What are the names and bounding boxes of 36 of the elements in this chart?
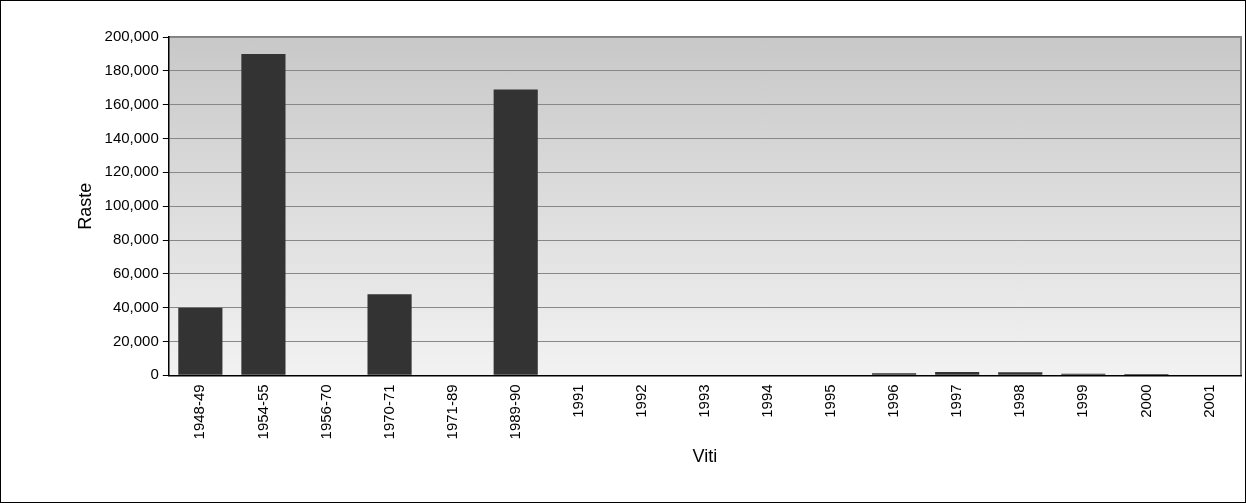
x-tick-label: 1997 [947, 384, 965, 418]
bar [493, 89, 538, 375]
y-tick-label: 20,000 [112, 331, 159, 349]
bar [998, 372, 1043, 375]
x-tick-label: 1998 [1010, 384, 1028, 418]
y-tick-label: 60,000 [112, 263, 159, 281]
x-tick-label: 1999 [1073, 384, 1091, 418]
y-tick-label: 0 [150, 365, 159, 383]
y-tick-label: 40,000 [112, 297, 159, 315]
y-axis-title: Raste [74, 182, 95, 230]
x-tick-label: 1971-89 [442, 384, 460, 440]
bar [241, 53, 286, 375]
x-tick-label: 1991 [568, 384, 586, 418]
x-axis-title: Viti [692, 446, 718, 467]
y-tick-label: 120,000 [104, 162, 159, 180]
bar [935, 371, 980, 375]
bar [178, 307, 223, 375]
x-tick-label: 1948-49 [190, 384, 208, 440]
x-tick-label: 1993 [695, 384, 713, 418]
y-tick-label: 160,000 [104, 94, 159, 112]
bar [367, 294, 412, 375]
y-tick-label: 180,000 [104, 60, 159, 78]
y-tick-label: 140,000 [104, 128, 159, 146]
x-tick-label: 1970-71 [379, 384, 397, 440]
y-tick-label: 80,000 [112, 230, 159, 248]
x-tick-label: 1989-90 [505, 384, 523, 440]
x-tick-label: 2001 [1199, 384, 1217, 418]
y-tick-label: 200,000 [104, 27, 159, 45]
x-tick-label: 1954-55 [253, 384, 271, 440]
x-tick-label: 1996 [884, 384, 902, 418]
x-tick-label: 2000 [1136, 384, 1154, 418]
x-tick-label: 1992 [631, 384, 649, 418]
x-tick-label: 1994 [758, 384, 776, 418]
y-tick-label: 100,000 [104, 196, 159, 214]
x-tick-label: 1956-70 [316, 384, 334, 440]
x-tick-label: 1995 [821, 384, 839, 418]
